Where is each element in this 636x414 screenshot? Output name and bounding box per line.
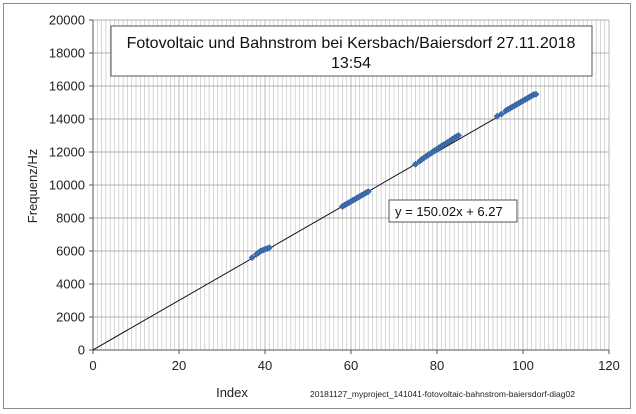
x-tick-label: 60 [344, 358, 358, 373]
chart-title-line2: 13:54 [331, 55, 371, 72]
y-tick-label: 8000 [56, 211, 85, 226]
x-tick-label: 120 [598, 358, 620, 373]
x-tick-label: 20 [172, 358, 186, 373]
data-point [364, 188, 372, 196]
x-tick-label: 0 [89, 358, 96, 373]
y-tick-label: 10000 [49, 178, 85, 193]
y-tick-label: 4000 [56, 277, 85, 292]
equation-box [388, 199, 518, 223]
y-tick-label: 14000 [49, 112, 85, 127]
tick-labels: 0 2000 4000 6000 8000 10000 12000 14000 16000 180… [49, 13, 620, 374]
y-tick-label: 18000 [49, 46, 85, 61]
y-tick-label: 0 [78, 343, 85, 358]
data-point [265, 244, 273, 252]
data-point [411, 160, 420, 168]
trendline-line [92, 94, 537, 351]
data-points [248, 90, 540, 262]
data-point [248, 254, 256, 262]
x-tick-label: 40 [258, 358, 272, 373]
title-box [110, 25, 593, 77]
y-tick-label: 2000 [56, 310, 85, 325]
y-tick-label: 6000 [56, 244, 85, 259]
data-point [497, 110, 506, 118]
x-axis-label: Index [216, 385, 248, 400]
chart-title-line1: Fotovoltaic und Bahnstrom bei Kersbach/B… [127, 35, 576, 52]
data-point [532, 90, 540, 98]
data-point [454, 131, 463, 140]
trendline-equation: y = 150.02x + 6.27 [395, 204, 503, 219]
footnote: 20181127_myproject_141041-fotovoltaic-ba… [310, 389, 575, 399]
chart-frame: 0 2000 4000 6000 8000 10000 12000 14000 16000 180… [3, 3, 631, 409]
y-axis-label: Frequenz/Hz [25, 149, 40, 223]
trendline [92, 94, 537, 351]
y-tick-label: 12000 [49, 145, 85, 160]
chart-svg: 0 2000 4000 6000 8000 10000 12000 14000 16000 180… [25, 13, 620, 401]
x-tick-label: 100 [512, 358, 534, 373]
y-tick-label: 16000 [49, 79, 85, 94]
y-tick-label: 20000 [49, 13, 85, 28]
x-tick-label: 80 [430, 358, 444, 373]
